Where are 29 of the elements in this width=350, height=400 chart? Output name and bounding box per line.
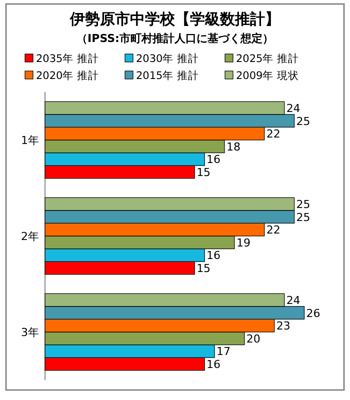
data-label: 25 — [296, 198, 310, 211]
data-label: 15 — [196, 166, 211, 179]
data-label: 23 — [276, 320, 290, 333]
data-label: 24 — [286, 294, 300, 307]
data-label: 19 — [236, 236, 250, 250]
data-label: 24 — [286, 102, 300, 115]
legend-label: 2030年 推計 — [136, 52, 200, 65]
data-label: 26 — [306, 306, 320, 320]
data-label: 20 — [246, 332, 260, 346]
data-label: 16 — [206, 358, 221, 371]
chart-subtitle: （IPSS:市町村推計人口に基づく想定） — [76, 32, 274, 45]
legend-label: 2015年 推計 — [136, 69, 200, 82]
legend-label: 2020年 推計 — [36, 69, 100, 82]
data-label: 22 — [266, 128, 280, 141]
legend-label: 2009年 現状 — [236, 70, 300, 82]
y-tick-label: 2年 — [21, 230, 39, 243]
legend-label: 2025年 推計 — [236, 52, 300, 65]
data-label: 18 — [226, 140, 240, 154]
chart-title: 伊勢原市中学校【学級数推計】 — [69, 10, 280, 28]
data-label: 15 — [196, 262, 211, 275]
data-label: 25 — [296, 114, 310, 128]
data-label: 17 — [216, 345, 231, 358]
data-label: 16 — [206, 249, 221, 262]
y-tick-label: 1年 — [21, 134, 39, 147]
legend-label: 2035年 推計 — [36, 52, 100, 65]
data-label: 25 — [296, 210, 310, 224]
data-label: 16 — [206, 153, 221, 166]
y-tick-label: 3年 — [21, 326, 39, 339]
data-label: 22 — [266, 224, 280, 237]
